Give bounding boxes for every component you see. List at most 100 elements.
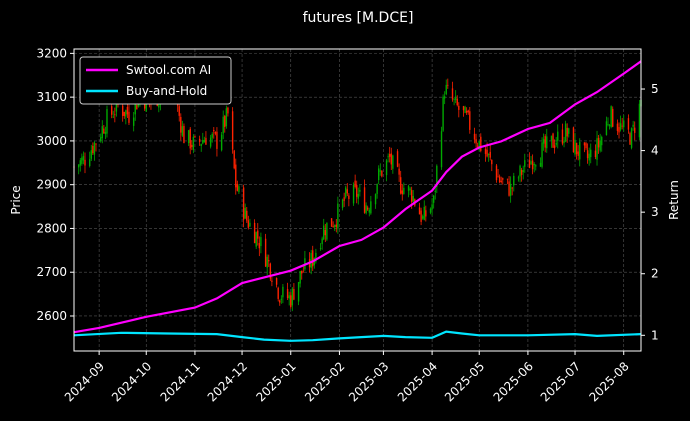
candle-body [264, 238, 267, 267]
candle-body [497, 176, 499, 178]
candle-body [588, 153, 590, 161]
candle-body [315, 252, 317, 262]
x-tick-label: 2025-03 [346, 359, 391, 404]
candle-body [544, 136, 546, 148]
candle-body [478, 140, 480, 150]
candle-body [345, 187, 347, 198]
buy-hold-return-line [73, 330, 642, 342]
y-tick-label: 2600 [36, 309, 67, 323]
candle-body [407, 185, 410, 191]
candle-body [236, 184, 239, 191]
candle-body [432, 195, 435, 203]
candle-body [585, 143, 587, 149]
candle-body [425, 210, 427, 217]
candle-body [621, 125, 623, 127]
candle-body [235, 164, 237, 188]
candle-body [563, 141, 565, 143]
candle-body [390, 153, 392, 165]
y-tick-label: 3000 [36, 134, 67, 148]
candle-body [321, 238, 323, 245]
candle-body [469, 111, 471, 130]
candle-body [550, 135, 553, 141]
candle-body [214, 131, 217, 134]
candle-body [346, 189, 348, 194]
candle-body [502, 178, 504, 180]
candle-body [509, 183, 512, 196]
candle-body [572, 127, 575, 153]
x-tick-label: 2025-05 [442, 359, 487, 404]
candle-body [258, 243, 261, 249]
candle-body [575, 142, 578, 155]
candle-body [376, 184, 378, 194]
candle-body [379, 170, 381, 172]
candle-body [312, 250, 314, 267]
x-tick-label: 2024-10 [109, 359, 154, 404]
candle-body [577, 151, 579, 156]
candle-body [467, 110, 469, 113]
candle-body [443, 96, 446, 99]
candle-body [392, 155, 394, 169]
candle-body [421, 216, 424, 219]
candle-body [568, 128, 570, 134]
candle-body [531, 160, 534, 170]
candle-body [619, 123, 622, 130]
candle-body [618, 127, 620, 133]
candle-body [81, 157, 83, 164]
candle-body [297, 281, 300, 302]
candle-body [552, 133, 554, 148]
candle-body [599, 140, 601, 151]
candle-body [440, 131, 443, 168]
candle-body [268, 259, 270, 262]
candle-body [506, 178, 509, 180]
candle-body [100, 137, 102, 141]
y-tick-label: 2800 [36, 221, 67, 235]
x-tick-label: 2024-11 [158, 359, 203, 404]
candle-body [269, 263, 272, 279]
y-tick-label: 3100 [36, 90, 67, 104]
y2-tick-label: 4 [651, 144, 659, 158]
candle-body [220, 134, 223, 151]
candle-body [282, 286, 284, 298]
y2-axis-label: Return [667, 180, 681, 220]
candle-body [447, 84, 449, 86]
candle-body [442, 96, 444, 131]
candle-body [436, 165, 438, 188]
candle-body [566, 127, 568, 137]
candle-body [324, 229, 327, 236]
candle-body [301, 270, 303, 274]
candle-body [539, 162, 542, 167]
candle-body [335, 224, 337, 227]
y2-tick-label: 1 [651, 328, 659, 342]
candle-body [332, 226, 334, 227]
candle-body [78, 164, 80, 168]
candle-body [370, 201, 372, 214]
candle-body [363, 187, 366, 213]
candle-body [508, 181, 510, 196]
candle-body [627, 118, 630, 130]
candle-body [489, 151, 491, 158]
candle-body [247, 220, 250, 228]
candle-body [189, 128, 191, 149]
candle-body [198, 138, 201, 142]
candle-body [246, 210, 248, 221]
x-tick-label: 2025-04 [395, 359, 440, 404]
candle-body [192, 136, 195, 150]
candle-body [90, 150, 92, 159]
candle-body [607, 124, 609, 125]
candle-body [487, 153, 490, 155]
candle-body [200, 143, 202, 147]
candle-body [387, 156, 389, 158]
candle-body [213, 130, 215, 132]
candle-body [238, 186, 240, 193]
candle-body [233, 150, 235, 169]
candle-body [420, 210, 422, 222]
candle-body [231, 111, 234, 150]
candle-body [352, 184, 355, 204]
x-tick-label: 2025-01 [253, 359, 298, 404]
candle-body [115, 98, 118, 112]
candle-body [209, 137, 212, 147]
chart-title: futures [M.DCE] [303, 10, 414, 26]
candle-body [533, 163, 535, 166]
candle-body [410, 190, 413, 202]
